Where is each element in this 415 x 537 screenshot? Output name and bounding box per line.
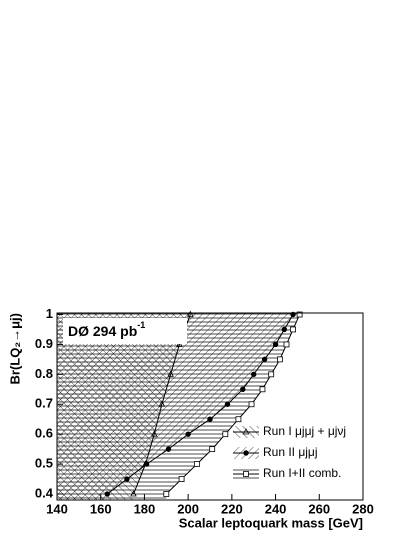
marker <box>259 386 266 393</box>
marker <box>104 491 110 497</box>
marker <box>209 446 216 453</box>
marker <box>151 430 158 437</box>
legend-label: Run I+II comb. <box>263 466 341 480</box>
marker <box>142 460 149 467</box>
marker <box>130 490 137 497</box>
x-tick-label: 280 <box>352 501 374 516</box>
marker <box>296 311 303 318</box>
legend-label: Run I μjμj + μjνj <box>263 424 346 438</box>
x-tick-label: 240 <box>265 501 287 516</box>
marker <box>235 416 242 423</box>
marker <box>167 370 174 377</box>
y-tick-label: 0.9 <box>35 336 53 351</box>
y-tick-label: 0.6 <box>35 426 53 441</box>
title-box <box>63 318 187 344</box>
marker <box>165 446 172 452</box>
legend-marker <box>243 471 249 477</box>
x-tick-label: 180 <box>134 501 156 516</box>
marker <box>272 341 279 348</box>
y-tick-label: 1 <box>46 306 53 321</box>
excluded-area <box>57 313 191 500</box>
marker <box>290 326 296 333</box>
plot-frame <box>56 312 364 501</box>
marker <box>261 356 268 363</box>
marker <box>207 416 213 422</box>
marker <box>124 476 130 482</box>
marker <box>193 461 200 467</box>
y-tick-label: 0.5 <box>35 456 53 471</box>
x-tick-label: 160 <box>90 501 112 516</box>
marker <box>281 326 288 333</box>
marker <box>248 401 255 408</box>
marker <box>251 371 257 378</box>
x-tick-label: 260 <box>308 501 330 516</box>
legend-marker <box>243 450 249 456</box>
y-tick-label: 0.8 <box>35 366 53 381</box>
x-tick-label: 220 <box>221 501 243 516</box>
x-tick-label: 140 <box>46 501 68 516</box>
y-tick-label: 0.7 <box>35 396 53 411</box>
marker <box>187 310 194 317</box>
marker <box>240 386 246 392</box>
y-tick-label: 0.4 <box>35 485 54 500</box>
x-axis-label: Scalar leptoquark mass [GeV] <box>179 515 363 530</box>
marker <box>163 491 170 497</box>
y-axis-label: Br(LQ₂→μj) <box>7 313 22 385</box>
marker <box>178 476 185 482</box>
marker <box>277 356 283 363</box>
limit-line <box>133 314 191 495</box>
marker <box>158 400 166 407</box>
title-sup: -1 <box>137 320 145 330</box>
marker <box>283 341 290 348</box>
marker <box>222 431 229 438</box>
legend-marker <box>242 428 250 435</box>
chart-title: DØ 294 pb-1 <box>68 320 145 338</box>
legend-label: Run II μjμj <box>263 445 318 459</box>
marker <box>185 431 191 437</box>
marker <box>224 401 231 407</box>
x-tick-label: 200 <box>177 501 199 516</box>
marker <box>268 371 275 378</box>
title-main: DØ 294 pb <box>68 323 137 339</box>
